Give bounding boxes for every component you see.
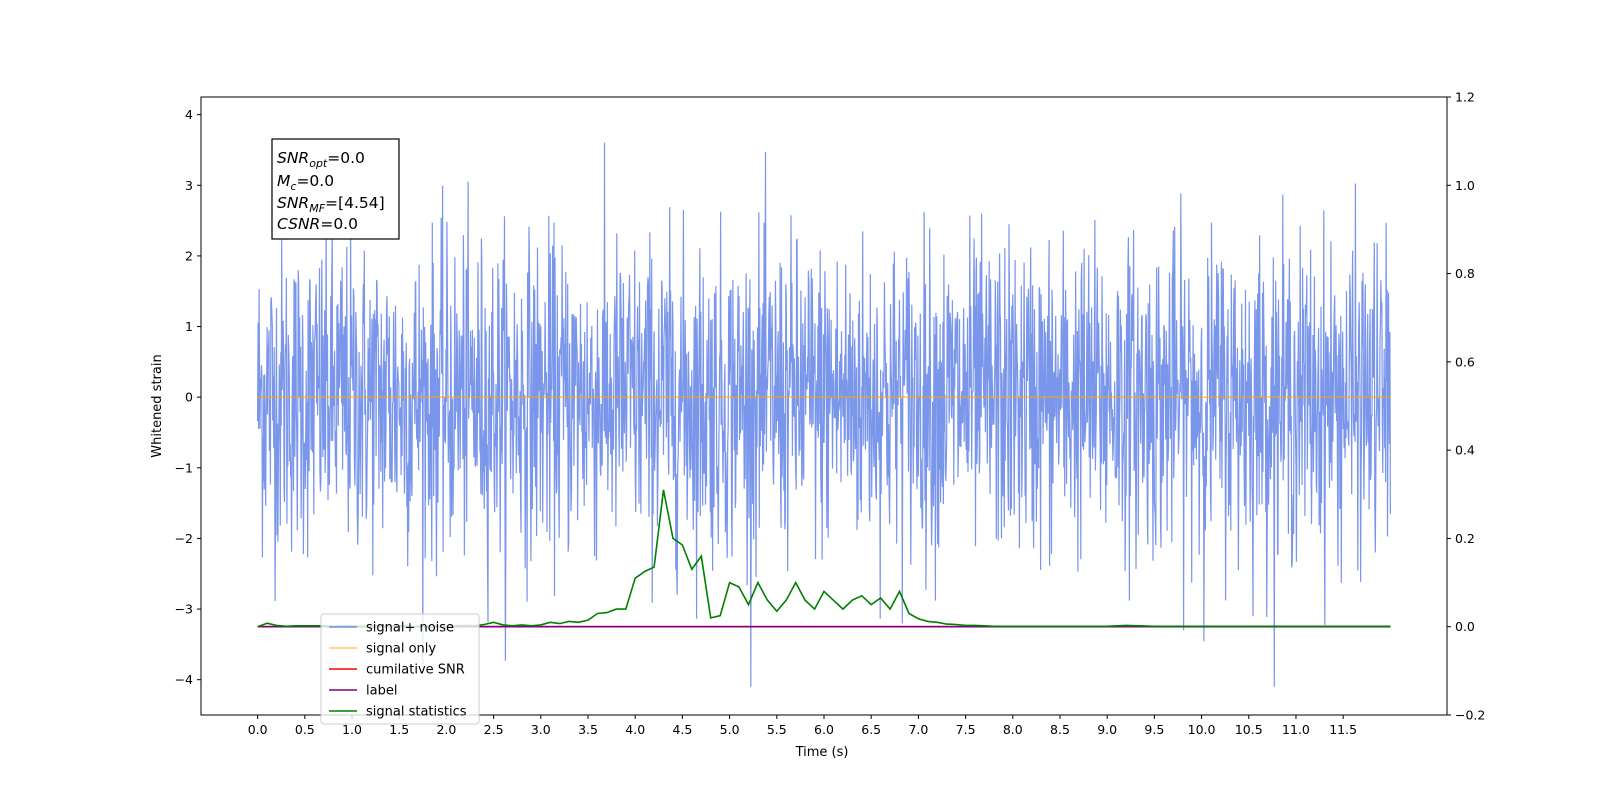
- x-tick-label: 6.5: [861, 722, 881, 737]
- x-tick-label: 0.0: [248, 722, 268, 737]
- y-tick-label: 3: [185, 178, 193, 193]
- y2-tick-label: 0.8: [1455, 266, 1475, 281]
- y-axis-left: −4 −3 −2 −1 0 1 2 3 4: [175, 107, 201, 687]
- x-tick-label: 2.0: [436, 722, 456, 737]
- series-signal-statistics: [257, 489, 1391, 628]
- x-tick-label: 10.0: [1188, 722, 1216, 737]
- x-tick-label: 9.0: [1097, 722, 1117, 737]
- legend-label: signal only: [366, 642, 436, 657]
- legend-label: cumilative SNR: [366, 663, 465, 678]
- y-tick-label: −4: [175, 672, 193, 687]
- legend-label: signal+ noise: [366, 621, 454, 636]
- x-tick-label: 1.5: [389, 722, 409, 737]
- x-tick-label: 9.5: [1144, 722, 1164, 737]
- stats-mc: Mc=0.0: [277, 172, 334, 193]
- legend-label: signal statistics: [366, 705, 467, 720]
- y2-tick-label: 0.0: [1455, 619, 1475, 634]
- y-tick-label: −3: [175, 602, 193, 617]
- series-signal-noise: [257, 142, 1392, 687]
- y2-tick-label: 1.2: [1455, 90, 1475, 105]
- x-tick-label: 3.0: [531, 722, 551, 737]
- x-tick-label: 2.5: [484, 722, 504, 737]
- x-tick-label: 6.0: [814, 722, 834, 737]
- y-axis-label: Whitened strain: [150, 354, 165, 457]
- x-tick-label: 8.0: [1003, 722, 1023, 737]
- x-tick-label: 5.5: [767, 722, 787, 737]
- noise-series: [257, 142, 1392, 687]
- stats-box: SNRopt=0.0 Mc=0.0 SNRMF=[4.54] CSNR=0.0: [271, 138, 400, 240]
- y-tick-label: 0: [185, 390, 193, 405]
- legend: signal+ noise signal only cumilative SNR la…: [320, 613, 480, 725]
- x-tick-label: 1.0: [342, 722, 362, 737]
- y-axis-right: −0.2 0.0 0.2 0.4 0.6 0.8 1.0 1.2: [1447, 90, 1485, 723]
- x-tick-label: 8.5: [1050, 722, 1070, 737]
- y2-tick-label: 0.6: [1455, 354, 1475, 369]
- x-tick-label: 4.5: [672, 722, 692, 737]
- x-tick-label: 10.5: [1235, 722, 1263, 737]
- x-axis-label: Time (s): [795, 745, 849, 760]
- x-tick-label: 5.0: [720, 722, 740, 737]
- x-axis: 0.0 0.5 1.0 1.5 2.0 2.5 3.0 3.5 4.0 4.5 5.0 5.5 6.0 6…: [248, 715, 1357, 737]
- x-tick-label: 11.0: [1282, 722, 1310, 737]
- y-tick-label: 4: [185, 107, 193, 122]
- x-tick-label: 3.5: [578, 722, 598, 737]
- x-tick-label: 11.5: [1329, 722, 1357, 737]
- x-tick-label: 7.0: [908, 722, 928, 737]
- stats-snr-opt: SNRopt=0.0: [277, 149, 365, 170]
- y2-tick-label: 1.0: [1455, 178, 1475, 193]
- y-tick-label: −1: [175, 460, 193, 475]
- y-tick-label: −2: [175, 531, 193, 546]
- y-tick-label: 1: [185, 319, 193, 334]
- legend-label: label: [366, 684, 397, 699]
- x-tick-label: 4.0: [625, 722, 645, 737]
- x-tick-label: 7.5: [956, 722, 976, 737]
- stats-csnr: CSNR=0.0: [277, 215, 358, 233]
- y2-tick-label: 0.2: [1455, 531, 1475, 546]
- y-tick-label: 2: [185, 248, 193, 263]
- stats-box-frame: [271, 138, 400, 240]
- legend-frame: [320, 613, 480, 725]
- y2-tick-label: −0.2: [1455, 708, 1485, 723]
- y2-tick-label: 0.4: [1455, 443, 1475, 458]
- x-tick-label: 0.5: [295, 722, 315, 737]
- stats-snr-mf: SNRMF=[4.54]: [277, 194, 385, 215]
